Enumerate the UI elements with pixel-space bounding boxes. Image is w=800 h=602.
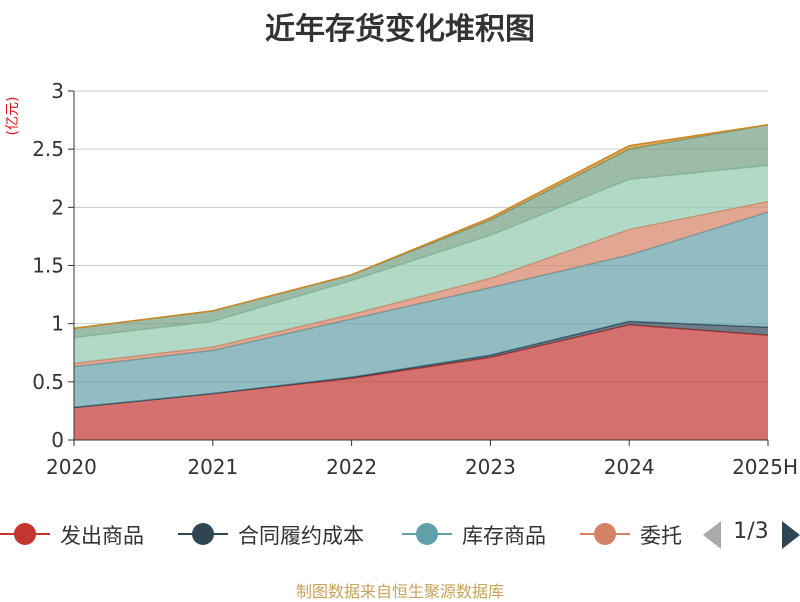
legend-dot (594, 523, 616, 545)
x-tick-label: 2023 (465, 455, 516, 479)
area-series-0 (74, 324, 768, 440)
area-series-1 (74, 321, 768, 408)
x-tick-label: 2021 (187, 455, 238, 479)
y-tick-label: 1.5 (32, 254, 64, 278)
area-series-line-1 (73, 320, 769, 409)
data-source-note: 制图数据来自恒生聚源数据库 (295, 582, 504, 601)
legend-viewport: 发出商品 合同履约成本 库存商品 委托 (0, 514, 688, 554)
legend-label: 委托 (640, 524, 682, 548)
area-series-5 (74, 124, 768, 338)
area-series-3 (74, 201, 768, 367)
x-tick-label: 2024 (604, 455, 655, 479)
x-tick-label: 2022 (326, 455, 377, 479)
area-series-4 (74, 165, 768, 364)
axes: 0 0.5 1 1.5 2 2.5 3 2020 2021 2022 2023 2024 2025H (32, 79, 798, 479)
y-tick-label: 0 (51, 428, 64, 452)
stacked-areas (73, 123, 769, 440)
chart-title: 近年存货变化堆积图 (265, 12, 535, 47)
legend: 发出商品 合同履约成本 库存商品 委托 (0, 514, 800, 554)
legend-page-indicator: 1/3 (733, 519, 769, 544)
legend-label: 库存商品 (462, 524, 546, 548)
legend-label: 发出商品 (60, 524, 144, 548)
y-tick-label: 1 (51, 312, 64, 336)
y-tick-label: 3 (51, 79, 64, 103)
y-tick-label: 2.5 (32, 137, 64, 161)
legend-dot (416, 523, 438, 545)
x-tick-label: 2025H (732, 455, 798, 479)
legend-dot (192, 523, 214, 545)
x-tick-label: 2020 (46, 455, 97, 479)
legend-label: 合同履约成本 (238, 524, 364, 548)
area-series-line-6 (73, 123, 769, 330)
legend-next-page-arrow-icon[interactable] (782, 521, 800, 549)
area-series-2 (74, 211, 768, 408)
legend-prev-page-arrow-icon[interactable] (703, 521, 721, 549)
y-tick-label: 0.5 (32, 370, 64, 394)
legend-dot (14, 523, 36, 545)
y-tick-label: 2 (51, 195, 64, 219)
